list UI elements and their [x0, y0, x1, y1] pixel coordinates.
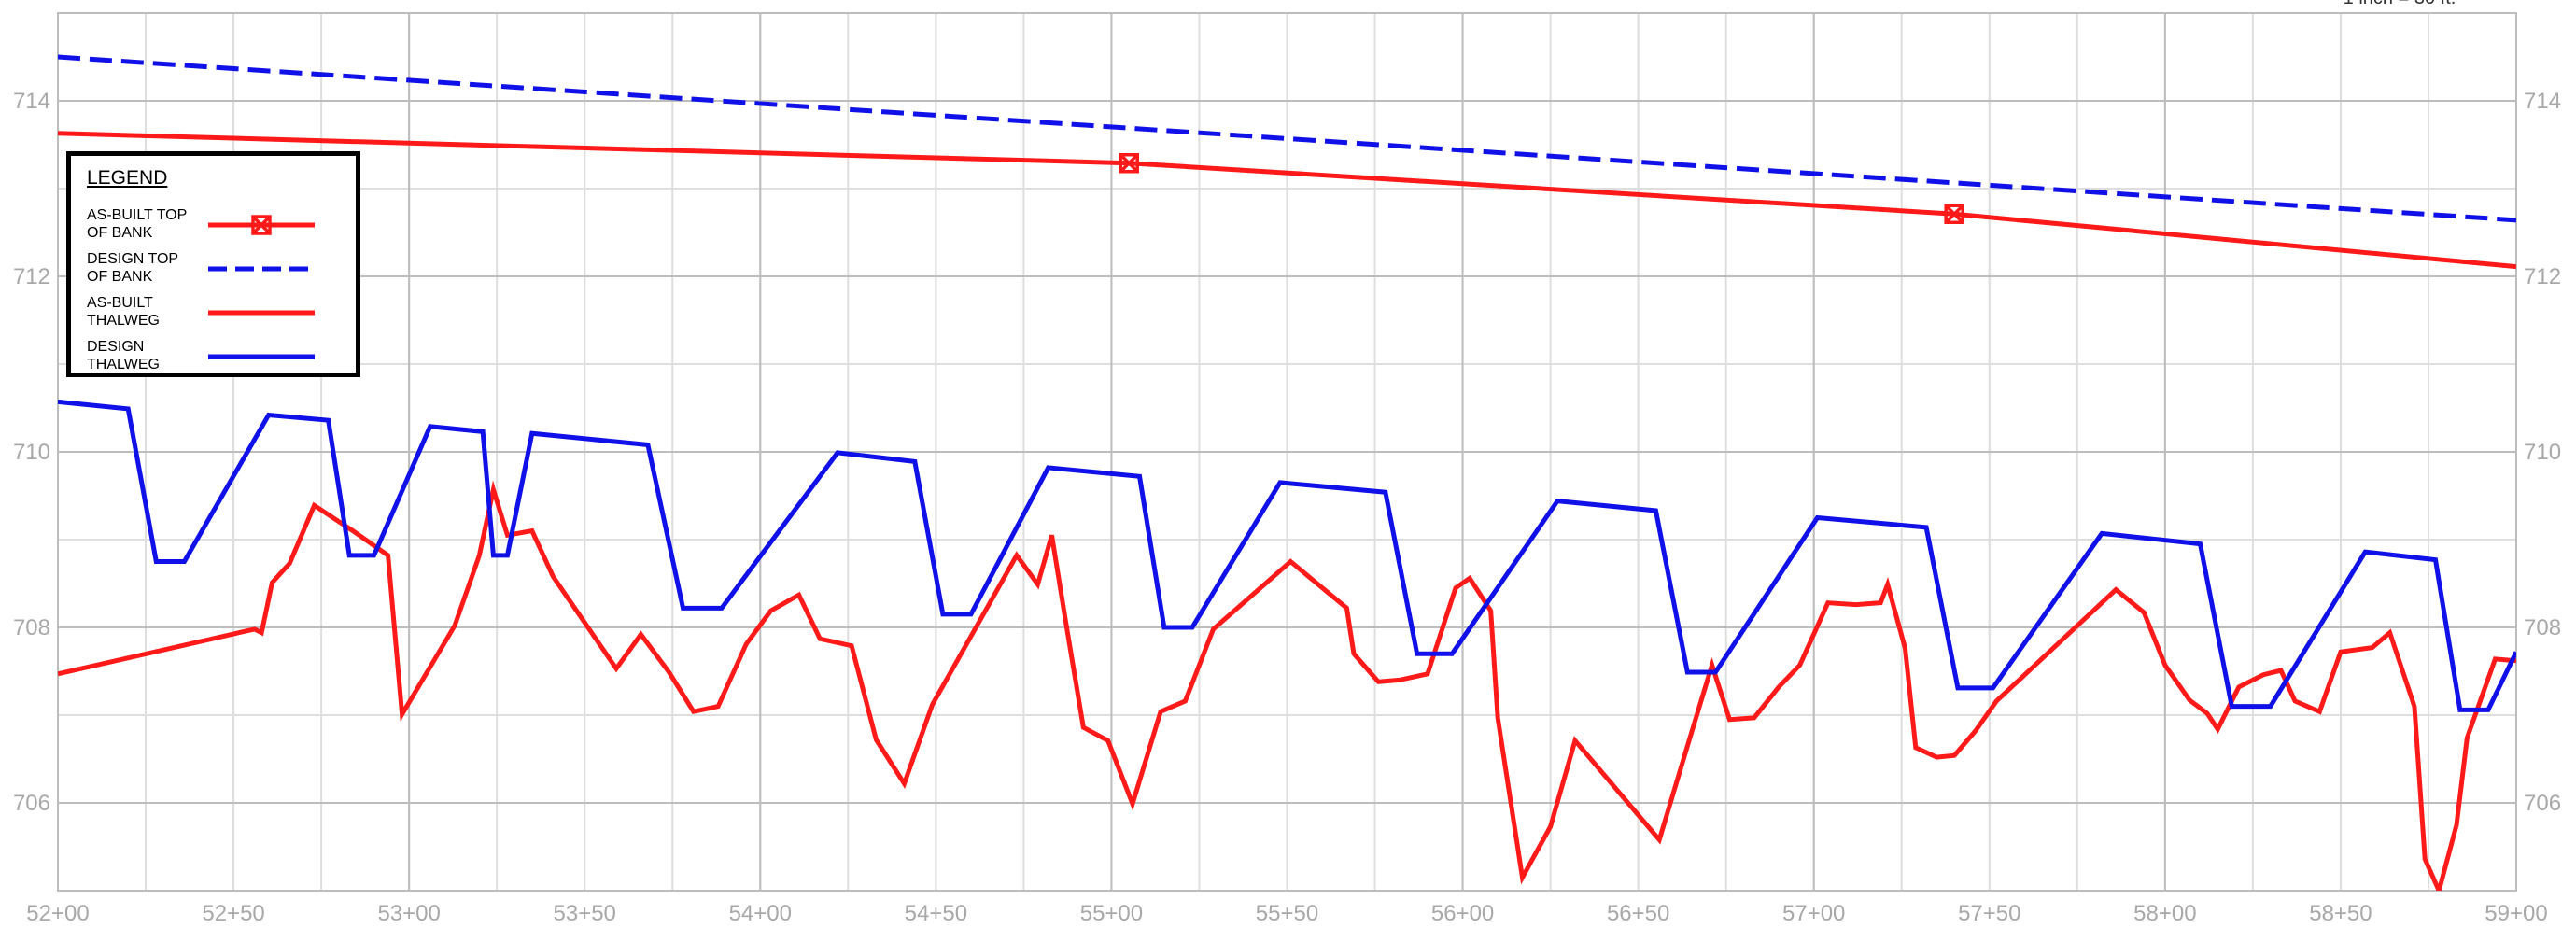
marker-cross: [251, 215, 272, 235]
y-tick-label-right: 714: [2524, 89, 2561, 114]
legend-swatch: [208, 310, 315, 316]
x-tick-label: 56+00: [1431, 901, 1494, 926]
series-line: [58, 480, 2516, 891]
x-tick-label: 55+00: [1080, 901, 1143, 926]
x-tick-label: 52+50: [202, 901, 264, 926]
y-tick-label: 710: [13, 440, 50, 465]
marker-cross: [1119, 153, 1139, 173]
y-tick-label: 706: [13, 791, 50, 816]
legend-swatch: [208, 215, 315, 235]
x-tick-label: 53+00: [377, 901, 440, 926]
legend-swatch: [208, 266, 315, 272]
marker-box: [1944, 204, 1964, 225]
marker-cross: [1944, 204, 1964, 224]
legend: LEGEND AS-BUILT TOP OF BANK DESIGN TOP OF…: [66, 151, 360, 377]
marker-box: [1119, 152, 1139, 174]
x-tick-label: 54+50: [905, 901, 967, 926]
legend-label: DESIGN TOP OF BANK: [87, 251, 178, 285]
legend-label: DESIGN THALWEG: [87, 339, 160, 373]
scale-note: 1 inch = 30 ft.: [2344, 0, 2456, 8]
legend-entry: AS-BUILT THALWEG: [87, 294, 367, 335]
x-tick-label: 53+50: [554, 901, 616, 926]
y-tick-label-right: 712: [2524, 264, 2561, 289]
legend-label: AS-BUILT TOP OF BANK: [87, 207, 188, 241]
x-tick-label: 55+50: [1256, 901, 1318, 926]
legend-entry: DESIGN THALWEG: [87, 338, 367, 379]
y-tick-label-right: 706: [2524, 791, 2561, 816]
y-tick-label-right: 710: [2524, 440, 2561, 465]
series-line: [58, 399, 2516, 712]
legend-entry: DESIGN TOP OF BANK: [87, 250, 367, 291]
x-tick-label: 58+50: [2309, 901, 2372, 926]
legend-marker: [251, 215, 272, 235]
legend-title: LEGEND: [87, 167, 168, 189]
x-tick-label: 54+00: [729, 901, 792, 926]
x-tick-label: 57+00: [1782, 901, 1845, 926]
y-tick-label: 714: [13, 89, 50, 114]
legend-label: AS-BUILT THALWEG: [87, 295, 160, 329]
marker-box: [251, 215, 272, 235]
legend-swatch: [208, 354, 315, 359]
y-tick-label: 708: [13, 615, 50, 640]
plot-border: [57, 12, 2517, 892]
x-tick-label: 59+00: [2485, 901, 2547, 926]
x-tick-label: 52+00: [26, 901, 89, 926]
x-tick-label: 58+00: [2133, 901, 2196, 926]
survey-marker: [1119, 152, 1139, 174]
series-line: [58, 131, 2516, 270]
series-line: [58, 54, 2516, 223]
y-tick-label: 712: [13, 264, 50, 289]
y-tick-label-right: 708: [2524, 615, 2561, 640]
x-tick-label: 57+50: [1958, 901, 2020, 926]
x-tick-label: 56+50: [1607, 901, 1669, 926]
survey-marker: [1944, 204, 1964, 225]
legend-entry: AS-BUILT TOP OF BANK: [87, 206, 367, 247]
